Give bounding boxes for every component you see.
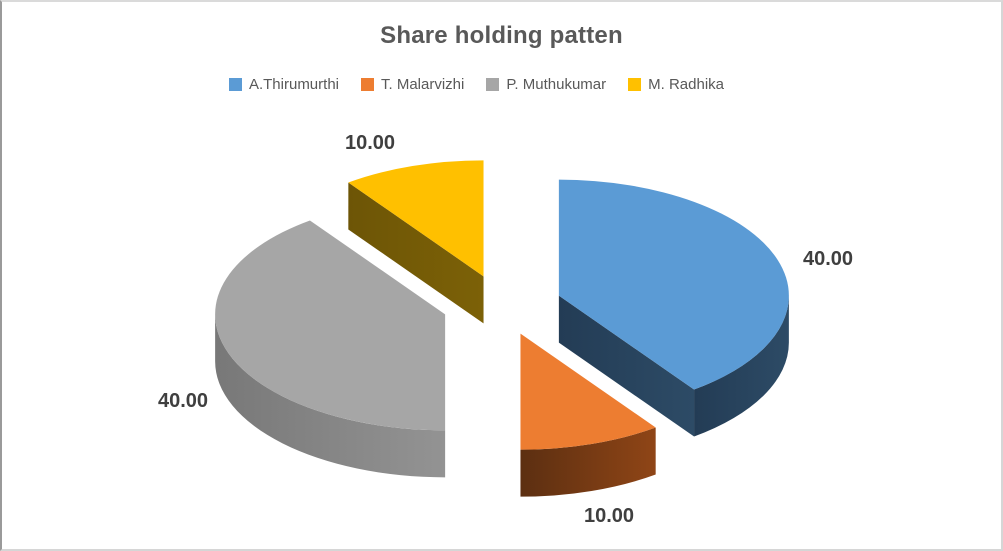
data-label-a-thirumurthi: 40.00 bbox=[803, 248, 853, 270]
chart-title: Share holding patten bbox=[380, 22, 623, 49]
pie-slice-p-muthukumar-rim bbox=[215, 314, 446, 478]
legend-label: T. Malarvizhi bbox=[381, 76, 465, 93]
legend-item-p-muthukumar[interactable]: P. Muthukumar bbox=[486, 76, 606, 93]
legend-swatch bbox=[228, 78, 242, 91]
legend-swatch bbox=[361, 78, 374, 91]
pie-slice-p-muthukumar[interactable] bbox=[215, 220, 446, 431]
pie-slice-t-malarvizhi-rim bbox=[520, 427, 656, 497]
data-label-t-malarvizhi: 10.00 bbox=[584, 505, 634, 527]
legend-item-t-malarvizhi[interactable]: T. Malarvizhi bbox=[361, 76, 464, 93]
legend-label: M. Radhika bbox=[648, 76, 725, 93]
data-label-p-muthukumar: 40.00 bbox=[158, 390, 208, 412]
legend: A.Thirumurthi T. Malarvizhi P. Muthukuma… bbox=[2, 76, 976, 93]
legend-swatch bbox=[486, 78, 500, 91]
legend-item-a-thirumurthi[interactable]: A.Thirumurthi bbox=[228, 76, 339, 93]
pie-slice-a-thirumurthi[interactable] bbox=[558, 179, 789, 390]
legend-label: A.Thirumurthi bbox=[248, 76, 339, 93]
pie-slice-m-radhika[interactable] bbox=[348, 160, 484, 277]
data-label-m-radhika: 10.00 bbox=[345, 132, 395, 154]
legend-swatch bbox=[628, 78, 642, 91]
pie-slice-a-thirumurthi-rim bbox=[694, 295, 789, 437]
legend-label: P. Muthukumar bbox=[506, 76, 607, 93]
pie-slice-m-radhika-side bbox=[348, 182, 484, 324]
legend-item-m-radhika[interactable]: M. Radhika bbox=[628, 76, 724, 93]
pie-slice-t-malarvizhi[interactable] bbox=[520, 333, 656, 450]
pie-slice-a-thirumurthi-side bbox=[558, 295, 695, 437]
